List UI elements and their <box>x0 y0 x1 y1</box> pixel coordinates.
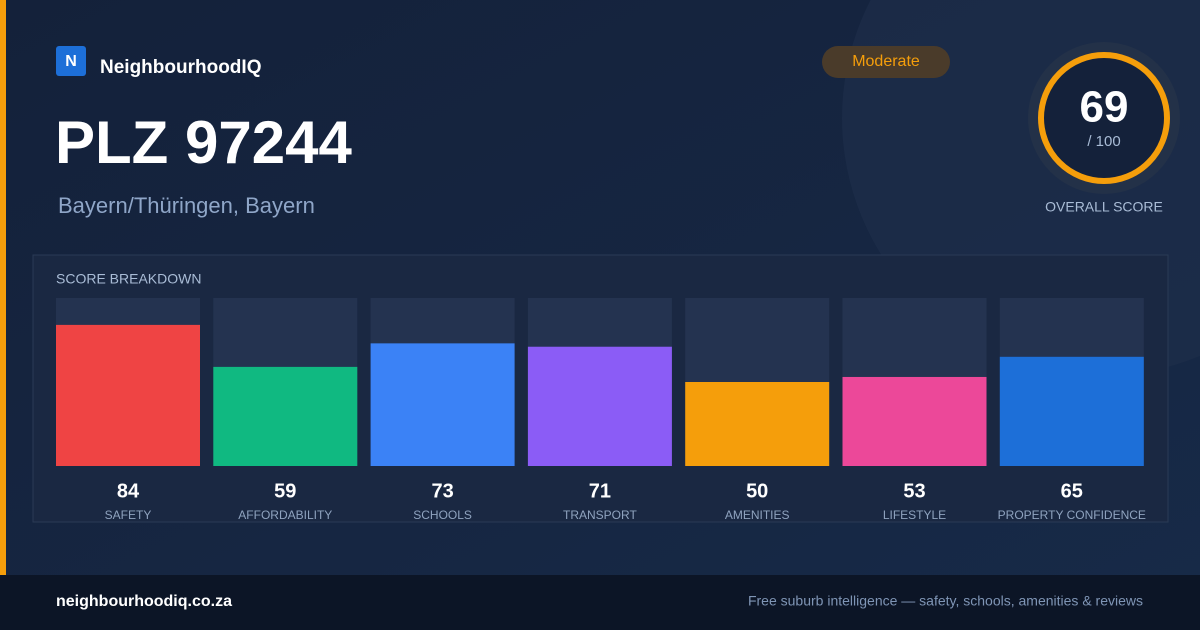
score-max: / 100 <box>1087 133 1120 150</box>
category-label: SCHOOLS <box>413 508 472 522</box>
bar <box>370 343 515 466</box>
bar <box>213 366 358 466</box>
value-label: 59 <box>274 480 296 502</box>
category-label: TRANSPORT <box>563 508 637 522</box>
category-label: PROPERTY CONFIDENCE <box>998 508 1146 522</box>
value-label: 65 <box>1061 480 1083 502</box>
badge-text: Moderate <box>852 53 920 70</box>
bar <box>685 382 830 466</box>
footer <box>0 575 1200 630</box>
category-label: AFFORDABILITY <box>238 508 332 522</box>
footer-site: neighbourhoodiq.co.za <box>56 593 232 610</box>
category-label: AMENITIES <box>725 508 790 522</box>
category-label: LIFESTYLE <box>883 508 946 522</box>
brand-name: NeighbourhoodIQ <box>100 57 261 78</box>
logo-letter: N <box>65 53 77 70</box>
title: PLZ 97244 <box>55 109 352 176</box>
chart-title: SCORE BREAKDOWN <box>56 271 201 287</box>
bar <box>527 346 672 466</box>
logo <box>56 46 86 76</box>
category-label: SAFETY <box>105 508 152 522</box>
subtitle: Bayern/Thüringen, Bayern <box>58 193 315 218</box>
score-caption: OVERALL SCORE <box>1045 199 1163 215</box>
value-label: 71 <box>589 480 611 502</box>
bar <box>842 376 987 466</box>
value-label: 73 <box>431 480 453 502</box>
score-ring <box>1038 52 1170 184</box>
bar <box>999 356 1144 466</box>
footer-tagline: Free suburb intelligence — safety, schoo… <box>748 593 1143 609</box>
badge <box>822 46 950 78</box>
accent-strip <box>0 0 6 575</box>
value-label: 84 <box>117 480 140 502</box>
value-label: 53 <box>903 480 925 502</box>
bar <box>56 324 200 466</box>
score-value: 69 <box>1080 83 1129 132</box>
value-label: 50 <box>746 480 768 502</box>
